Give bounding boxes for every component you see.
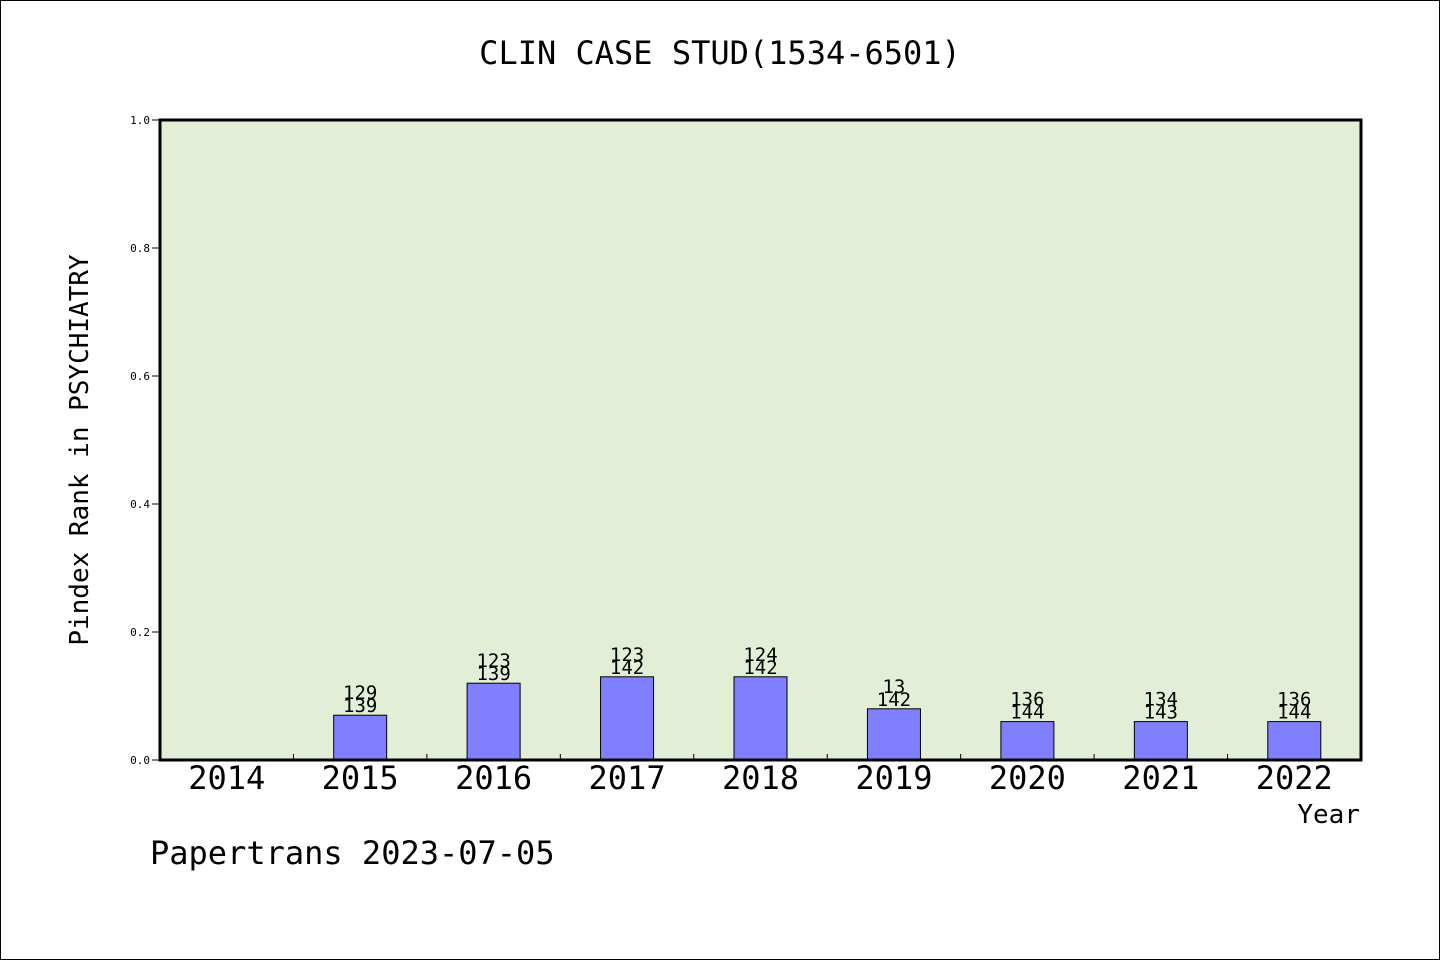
bar-label-top-2017: 123 xyxy=(610,644,644,666)
plot-area xyxy=(160,120,1361,760)
bar-label-top-2022: 136 xyxy=(1277,689,1311,711)
bar-2019 xyxy=(866,708,921,761)
y-tick-label-0.6: 0.6 xyxy=(130,370,150,383)
bar-label-bottom-2018: 142 xyxy=(743,657,777,679)
chart-title: CLIN CASE STUD(1534-6501) xyxy=(479,34,961,72)
bar-2017 xyxy=(600,676,655,761)
bar-label-top-2021: 134 xyxy=(1144,689,1178,711)
bar-label-bottom-2016: 139 xyxy=(476,663,510,685)
bar-label-bottom-2019: 142 xyxy=(877,689,911,711)
x-tick-label-2022: 2022 xyxy=(1256,759,1333,797)
y-tick-label-0.8: 0.8 xyxy=(130,242,150,255)
bar-2022 xyxy=(1267,721,1322,761)
y-tick-label-0.0: 0.0 xyxy=(130,754,150,767)
x-tick-label-2015: 2015 xyxy=(322,759,399,797)
bar-label-bottom-2022: 144 xyxy=(1277,702,1311,724)
bar-label-top-2016: 123 xyxy=(476,650,510,672)
bar-label-bottom-2020: 144 xyxy=(1010,702,1044,724)
bar-label-bottom-2015: 139 xyxy=(343,695,377,717)
x-tick-label-2018: 2018 xyxy=(722,759,799,797)
x-tick-label-2017: 2017 xyxy=(589,759,666,797)
x-tick-label-2020: 2020 xyxy=(989,759,1066,797)
x-axis-label: Year xyxy=(1297,800,1360,830)
x-tick-label-2019: 2019 xyxy=(855,759,932,797)
bar-label-bottom-2021: 143 xyxy=(1144,702,1178,724)
bar-2021 xyxy=(1133,721,1188,761)
bar-2016 xyxy=(466,682,521,761)
plot-border xyxy=(158,118,1363,762)
bar-label-bottom-2017: 142 xyxy=(610,657,644,679)
bar-2020 xyxy=(1000,721,1055,761)
y-tick-label-0.2: 0.2 xyxy=(130,626,150,639)
x-tick-label-2021: 2021 xyxy=(1122,759,1199,797)
x-tick-label-2016: 2016 xyxy=(455,759,532,797)
y-tick-label-1.0: 1.0 xyxy=(130,114,150,127)
bar-2015 xyxy=(333,714,388,761)
bar-label-top-2015: 129 xyxy=(343,682,377,704)
bar-label-top-2019: 13 xyxy=(882,676,905,698)
bar-label-top-2018: 124 xyxy=(743,644,777,666)
footer-credit: Papertrans 2023-07-05 xyxy=(150,834,555,872)
y-tick-label-0.4: 0.4 xyxy=(130,498,150,511)
bar-label-top-2020: 136 xyxy=(1010,689,1044,711)
bar-2018 xyxy=(733,676,788,761)
x-tick-label-2014: 2014 xyxy=(188,759,265,797)
